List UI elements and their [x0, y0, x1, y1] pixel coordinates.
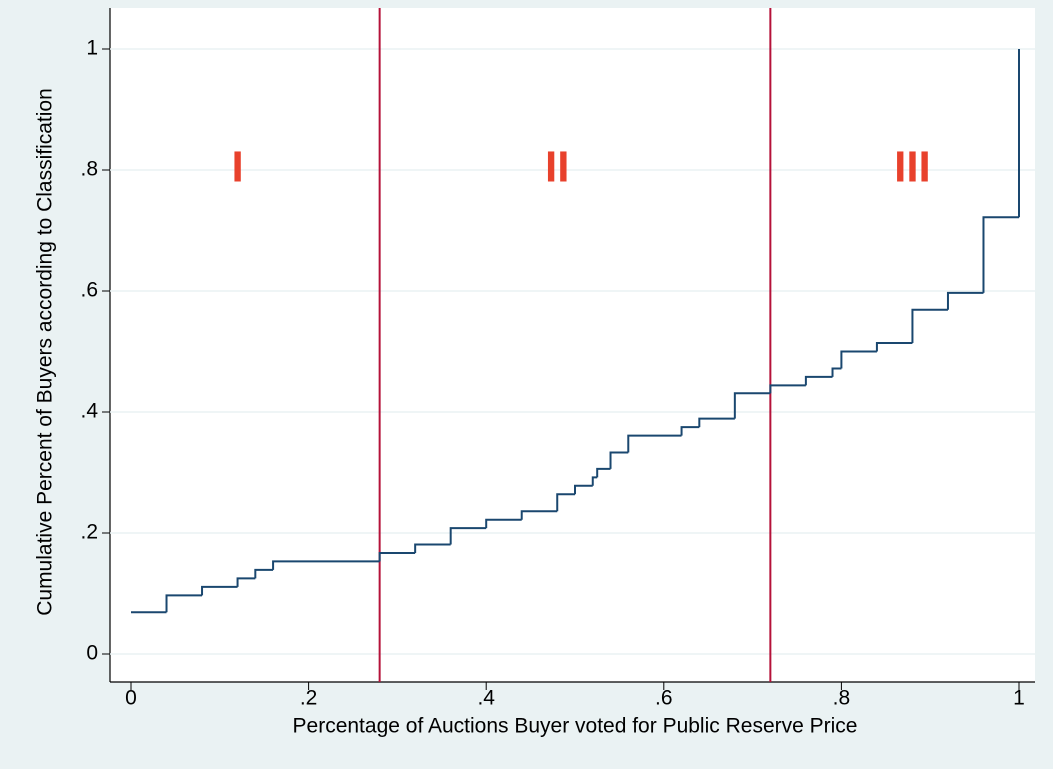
x-tick-label: .2: [300, 687, 318, 710]
x-tick-label: .4: [477, 687, 495, 710]
y-tick-label: .4: [80, 400, 98, 423]
step-segment: [574, 484, 593, 495]
annotation: II: [545, 143, 569, 192]
step-segment: [609, 451, 629, 469]
y-tick-label: .2: [80, 521, 98, 544]
annotation: III: [894, 143, 931, 192]
plot-area: [110, 8, 1035, 682]
step-segment: [946, 291, 984, 310]
y-tick-label: .8: [80, 158, 98, 181]
step-segment: [201, 585, 238, 596]
step-segment: [414, 543, 451, 553]
step-segment: [449, 527, 487, 545]
annotation: I: [231, 143, 243, 192]
step-segment: [596, 467, 611, 478]
step-segment: [272, 560, 380, 570]
x-tick-label: .6: [655, 687, 673, 710]
x-tick-label: 0: [125, 687, 137, 710]
x-tick-label: .8: [833, 687, 851, 710]
step-segment: [627, 434, 682, 453]
step-segment: [698, 417, 735, 428]
step-segment: [165, 594, 203, 613]
step-segment: [769, 384, 806, 394]
y-tick-label: 0: [86, 642, 98, 665]
step-segment: [591, 476, 598, 486]
step-segment: [804, 375, 833, 386]
step-segment: [911, 308, 948, 344]
step-segment: [485, 518, 522, 529]
step-segment: [556, 493, 575, 512]
step-segment: [680, 426, 700, 436]
y-axis-title: Cumulative Percent of Buyers according t…: [34, 88, 57, 616]
x-axis-title: Percentage of Auctions Buyer voted for P…: [293, 715, 858, 738]
step-segment: [733, 392, 771, 419]
step-segment: [831, 367, 842, 377]
step-segment: [378, 551, 416, 562]
y-tick-label: .6: [80, 279, 98, 302]
step-segment: [840, 350, 877, 369]
step-segment: [982, 216, 1019, 293]
step-segment: [875, 342, 913, 352]
step-segment: [520, 510, 558, 520]
y-tick-label: 1: [86, 37, 98, 60]
step-segment: [236, 577, 256, 587]
x-tick-label: 1: [1013, 687, 1025, 710]
step-segment: [254, 568, 274, 579]
